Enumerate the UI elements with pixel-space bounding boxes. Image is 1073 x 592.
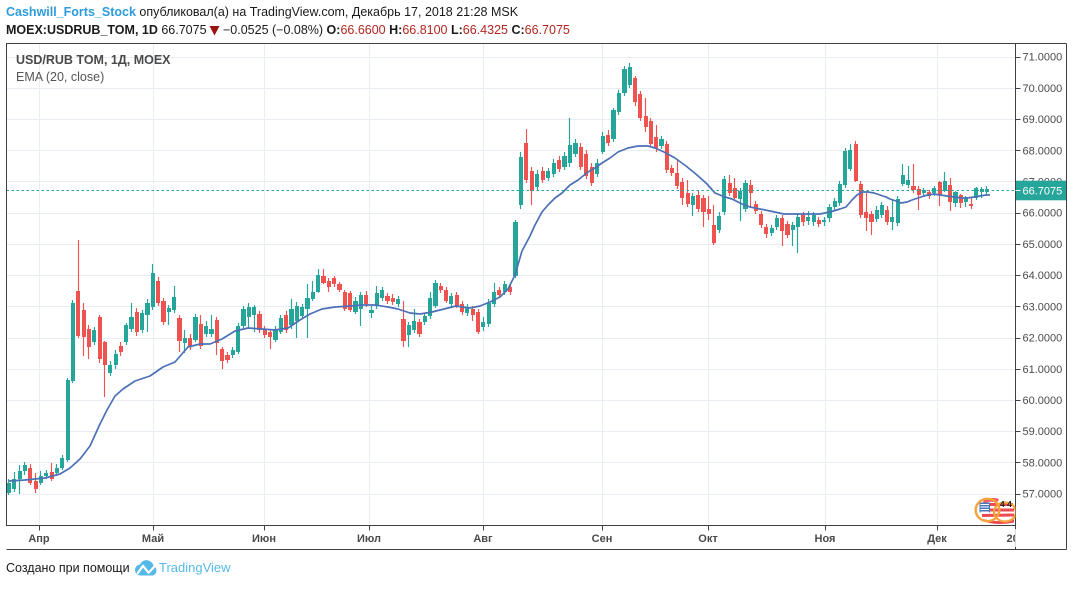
svg-text:58.0000: 58.0000 <box>1023 458 1063 470</box>
svg-text:MOEX:USDRUB_TOM, 1D 66.7075: MOEX:USDRUB_TOM, 1D 66.7075 <box>6 23 207 37</box>
svg-text:Ноя: Ноя <box>815 533 836 545</box>
svg-text:64.0000: 64.0000 <box>1023 270 1063 282</box>
svg-text:Июн: Июн <box>252 533 276 545</box>
svg-text:USD/RUB TOM, 1Д, MOEX: USD/RUB TOM, 1Д, MOEX <box>16 53 171 67</box>
svg-text:68.0000: 68.0000 <box>1023 145 1063 157</box>
svg-text:59.0000: 59.0000 <box>1023 426 1063 438</box>
svg-text:Дек: Дек <box>927 533 947 545</box>
svg-text:63.0000: 63.0000 <box>1023 301 1063 313</box>
svg-text:65.0000: 65.0000 <box>1023 239 1063 251</box>
svg-text:Апр: Апр <box>28 533 50 545</box>
svg-text:66.0000: 66.0000 <box>1023 208 1063 220</box>
svg-text:Создано при помощи: Создано при помощи <box>6 561 130 575</box>
svg-text:61.0000: 61.0000 <box>1023 364 1063 376</box>
svg-text:62.0000: 62.0000 <box>1023 333 1063 345</box>
svg-text:71.0000: 71.0000 <box>1023 52 1063 64</box>
svg-text:Июл: Июл <box>357 533 381 545</box>
svg-text:Сен: Сен <box>592 533 613 545</box>
svg-text:4 4: 4 4 <box>1000 499 1012 509</box>
svg-text:TradingView: TradingView <box>159 560 231 575</box>
svg-text:60.0000: 60.0000 <box>1023 395 1063 407</box>
svg-text:57.0000: 57.0000 <box>1023 489 1063 501</box>
svg-text:69.0000: 69.0000 <box>1023 114 1063 126</box>
svg-text:Май: Май <box>142 533 164 545</box>
svg-text:70.0000: 70.0000 <box>1023 83 1063 95</box>
svg-text:−0.0525 (−0.08%) O:66.6600 H:6: −0.0525 (−0.08%) O:66.6600 H:66.8100 L:6… <box>223 23 570 37</box>
svg-text:Авг: Авг <box>473 533 493 545</box>
svg-text:Окт: Окт <box>698 533 718 545</box>
svg-text:66.7075: 66.7075 <box>1023 186 1063 198</box>
svg-text:Cashwill_Forts_Stock опубликов: Cashwill_Forts_Stock опубликовал(а) на T… <box>6 5 519 19</box>
svg-text:EMA (20, close): EMA (20, close) <box>16 70 104 84</box>
